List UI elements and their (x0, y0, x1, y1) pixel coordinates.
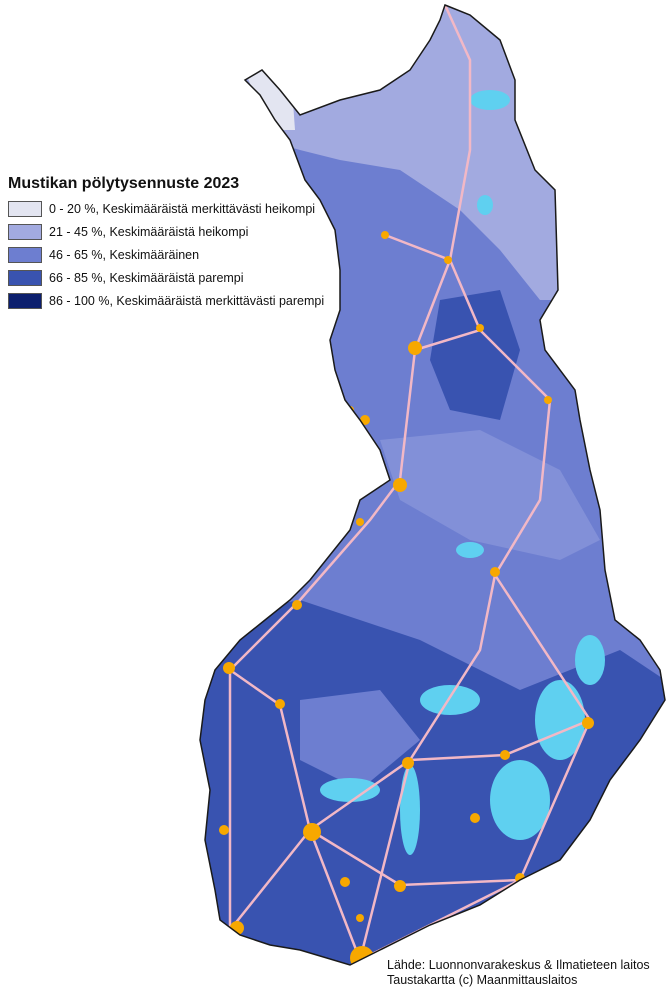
legend: Mustikan pölytysennuste 2023 0 - 20 %, K… (8, 175, 324, 312)
source-credits: Lähde: Luonnonvarakeskus & Ilmatieteen l… (387, 958, 650, 988)
legend-swatch (8, 246, 42, 263)
legend-item: 66 - 85 %, Keskimääräistä parempi (8, 266, 324, 289)
legend-label: 86 - 100 %, Keskimääräistä merkittävästi… (49, 293, 325, 308)
legend-label: 46 - 65 %, Keskimääräinen (49, 247, 200, 262)
legend-swatch (8, 200, 42, 217)
legend-item: 46 - 65 %, Keskimääräinen (8, 243, 324, 266)
source-line: Taustakartta (c) Maanmittauslaitos (387, 973, 578, 987)
legend-swatch (8, 292, 42, 309)
legend-swatch (8, 269, 42, 286)
legend-label: 66 - 85 %, Keskimääräistä parempi (49, 270, 244, 285)
legend-title: Mustikan pölytysennuste 2023 (8, 175, 240, 192)
legend-item: 0 - 20 %, Keskimääräistä merkittävästi h… (8, 197, 324, 220)
source-line: Lähde: Luonnonvarakeskus & Ilmatieteen l… (387, 958, 650, 972)
region-class-3-south-patch (300, 690, 420, 790)
region-class-4-north (430, 290, 520, 420)
legend-label: 21 - 45 %, Keskimääräistä heikompi (49, 224, 249, 239)
region-class-1 (240, 60, 295, 130)
lakes (320, 90, 605, 855)
legend-swatch (8, 223, 42, 240)
legend-label: 0 - 20 %, Keskimääräistä merkittävästi h… (49, 201, 316, 216)
legend-item: 86 - 100 %, Keskimääräistä merkittävästi… (8, 289, 324, 312)
legend-item: 21 - 45 %, Keskimääräistä heikompi (8, 220, 324, 243)
